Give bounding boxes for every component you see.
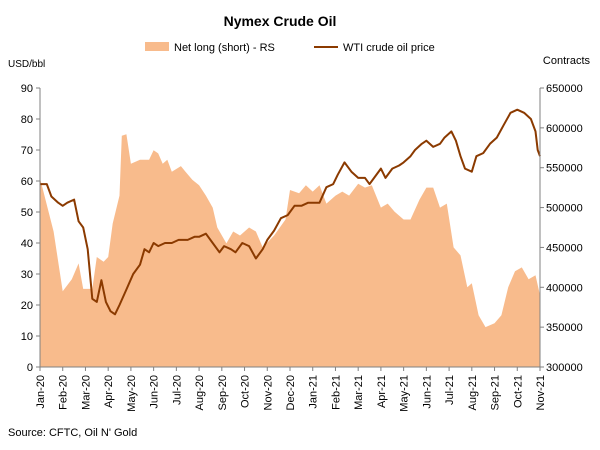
- x-tick-label: Oct-20: [240, 375, 252, 408]
- x-tick-label: Aug-21: [467, 375, 479, 410]
- line-layer: [40, 108, 541, 316]
- x-tick-label: Jan-21: [308, 375, 320, 409]
- y-left-tick-label: 40: [21, 238, 33, 250]
- y-left-tick-label: 10: [21, 331, 33, 343]
- y-left-tick-label: 60: [21, 176, 33, 188]
- x-tick-label: Apr-21: [376, 375, 388, 408]
- y-left-tick-label: 20: [21, 300, 33, 312]
- x-tick-label: Jun-21: [421, 375, 433, 409]
- wti-price-line: [40, 108, 541, 316]
- x-tick-label: Aug-20: [194, 375, 206, 410]
- y-right-tick-label: 300000: [546, 362, 583, 374]
- y-left-tick-label: 70: [21, 145, 33, 157]
- x-tick-label: Sep-20: [217, 375, 229, 410]
- net-long-area: [40, 134, 540, 367]
- x-tick-label: Jul-21: [444, 375, 456, 405]
- y-right-tick-label: 650000: [546, 83, 583, 95]
- x-tick-label: Nov-20: [262, 375, 274, 410]
- chart-title: Nymex Crude Oil: [224, 13, 337, 29]
- x-tick-label: May-21: [399, 375, 411, 412]
- y-left-unit-label: USD/bbl: [8, 59, 45, 70]
- y-right-tick-label: 400000: [546, 282, 583, 294]
- x-tick-label: Feb-20: [58, 375, 70, 410]
- y-left-tick-label: 30: [21, 269, 33, 281]
- x-tick-label: Dec-20: [285, 375, 297, 410]
- x-tick-label: May-20: [126, 375, 138, 412]
- x-tick-label: Mar-20: [80, 375, 92, 410]
- x-tick-label: Mar-21: [353, 375, 365, 410]
- x-tick-label: Jun-20: [149, 375, 161, 409]
- y-right-unit-label: Contracts: [543, 55, 591, 67]
- legend-swatch-net-long: [145, 42, 169, 51]
- source-note: Source: CFTC, Oil N' Gold: [8, 427, 137, 439]
- x-tick-label: Jan-20: [35, 375, 47, 409]
- ticks-layer: 0 10 20 30 40 50 60 70 80 90 300000 350000 400000 450…: [21, 83, 583, 412]
- x-tick-label: Oct-21: [512, 375, 524, 408]
- y-right-tick-label: 600000: [546, 123, 583, 135]
- y-left-tick-label: 80: [21, 114, 33, 126]
- y-left-tick-label: 50: [21, 207, 33, 219]
- y-left-tick-label: 90: [21, 83, 33, 95]
- y-right-tick-label: 550000: [546, 163, 583, 175]
- y-right-tick-label: 450000: [546, 242, 583, 254]
- legend: Net long (short) - RS WTI crude oil pric…: [145, 42, 435, 54]
- y-right-tick-label: 500000: [546, 203, 583, 215]
- legend-label-net-long: Net long (short) - RS: [174, 42, 275, 54]
- x-tick-label: Feb-21: [330, 375, 342, 410]
- legend-label-wti: WTI crude oil price: [343, 42, 435, 54]
- x-tick-label: Jul-20: [171, 375, 183, 405]
- x-tick-label: Apr-20: [103, 375, 115, 408]
- area-layer: [40, 134, 540, 367]
- y-left-tick-label: 0: [27, 362, 33, 374]
- x-tick-label: Sep-21: [490, 375, 502, 410]
- x-tick-label: Nov-21: [535, 375, 547, 410]
- y-right-tick-label: 350000: [546, 322, 583, 334]
